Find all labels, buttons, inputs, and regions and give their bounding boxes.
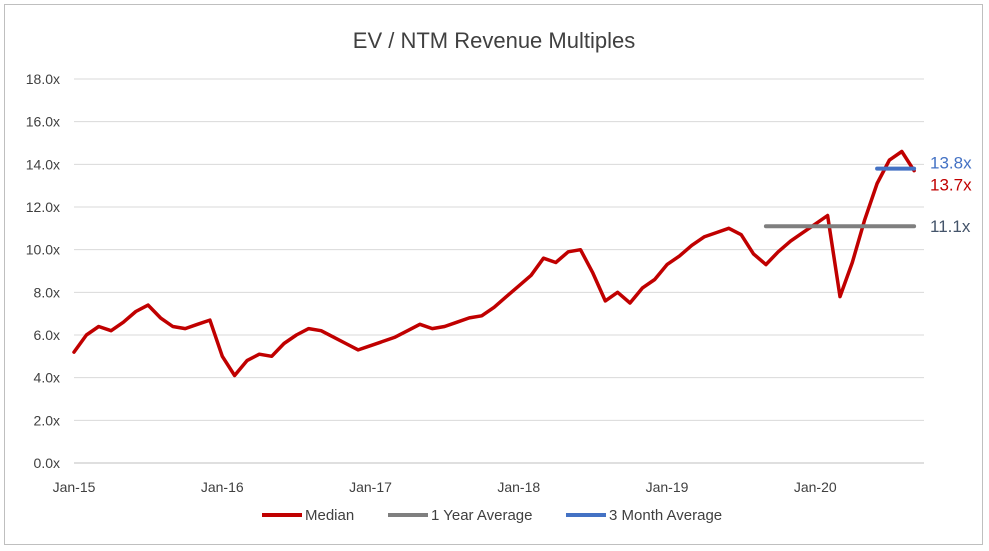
gridlines [74, 78, 924, 464]
end-label: 13.8x [930, 154, 972, 173]
series-line-median [72, 149, 916, 378]
y-tick-label: 6.0x [34, 327, 60, 343]
y-tick-label: 12.0x [26, 199, 60, 215]
y-tick-label: 8.0x [34, 284, 60, 300]
y-tick-label: 2.0x [34, 412, 60, 428]
y-axis-ticks: 0.0x 2.0x 4.0x 6.0x 8.0x 10.0x 12.0x 14.0x 16.0x… [26, 71, 60, 471]
x-tick-label: Jan-19 [646, 479, 689, 495]
legend-label: 1 Year Average [431, 507, 532, 524]
y-tick-label: 18.0x [26, 71, 60, 87]
x-tick-label: Jan-18 [497, 479, 540, 495]
y-tick-label: 14.0x [26, 156, 60, 172]
end-label: 11.1x [930, 217, 971, 236]
legend-label: Median [305, 507, 354, 524]
x-tick-label: Jan-17 [349, 479, 392, 495]
x-tick-label: Jan-16 [201, 479, 244, 495]
legend: Median 1 Year Average 3 Month Average [262, 507, 722, 524]
y-tick-label: 0.0x [34, 455, 60, 471]
end-labels: 13.8x 13.7x 11.1x [930, 154, 972, 237]
y-tick-label: 4.0x [34, 370, 60, 386]
x-tick-label: Jan-15 [53, 479, 96, 495]
y-tick-label: 16.0x [26, 114, 60, 130]
x-axis-ticks: Jan-15 Jan-16 Jan-17 Jan-18 Jan-19 Jan-20 [53, 479, 837, 495]
end-label: 13.7x [930, 176, 972, 195]
series-lines [72, 149, 917, 378]
legend-label: 3 Month Average [609, 507, 722, 524]
y-tick-label: 10.0x [26, 242, 60, 258]
chart-title: EV / NTM Revenue Multiples [353, 28, 635, 53]
x-tick-label: Jan-20 [794, 479, 837, 495]
chart-frame [4, 4, 983, 545]
